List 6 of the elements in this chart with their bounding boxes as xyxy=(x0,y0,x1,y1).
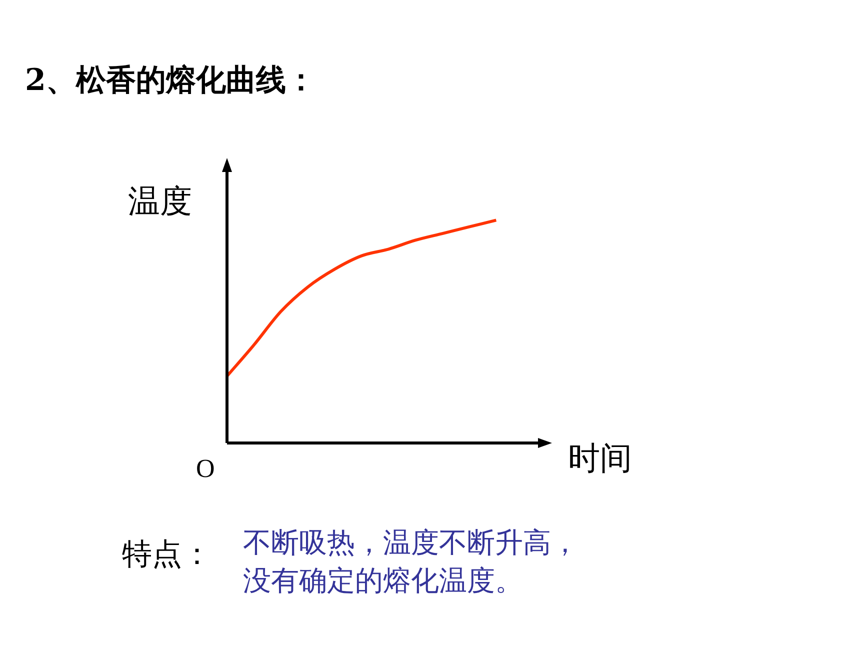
x-axis-title: 时间 xyxy=(568,438,632,479)
y-axis-title: 温度 xyxy=(128,181,192,222)
text: 不断吸热，温度不断升高，没有确定的熔化温度。 xyxy=(243,525,580,599)
chart-title: 2、松香的熔化曲线： xyxy=(25,62,316,100)
text: 特点： xyxy=(122,536,212,574)
text: O xyxy=(196,454,215,484)
